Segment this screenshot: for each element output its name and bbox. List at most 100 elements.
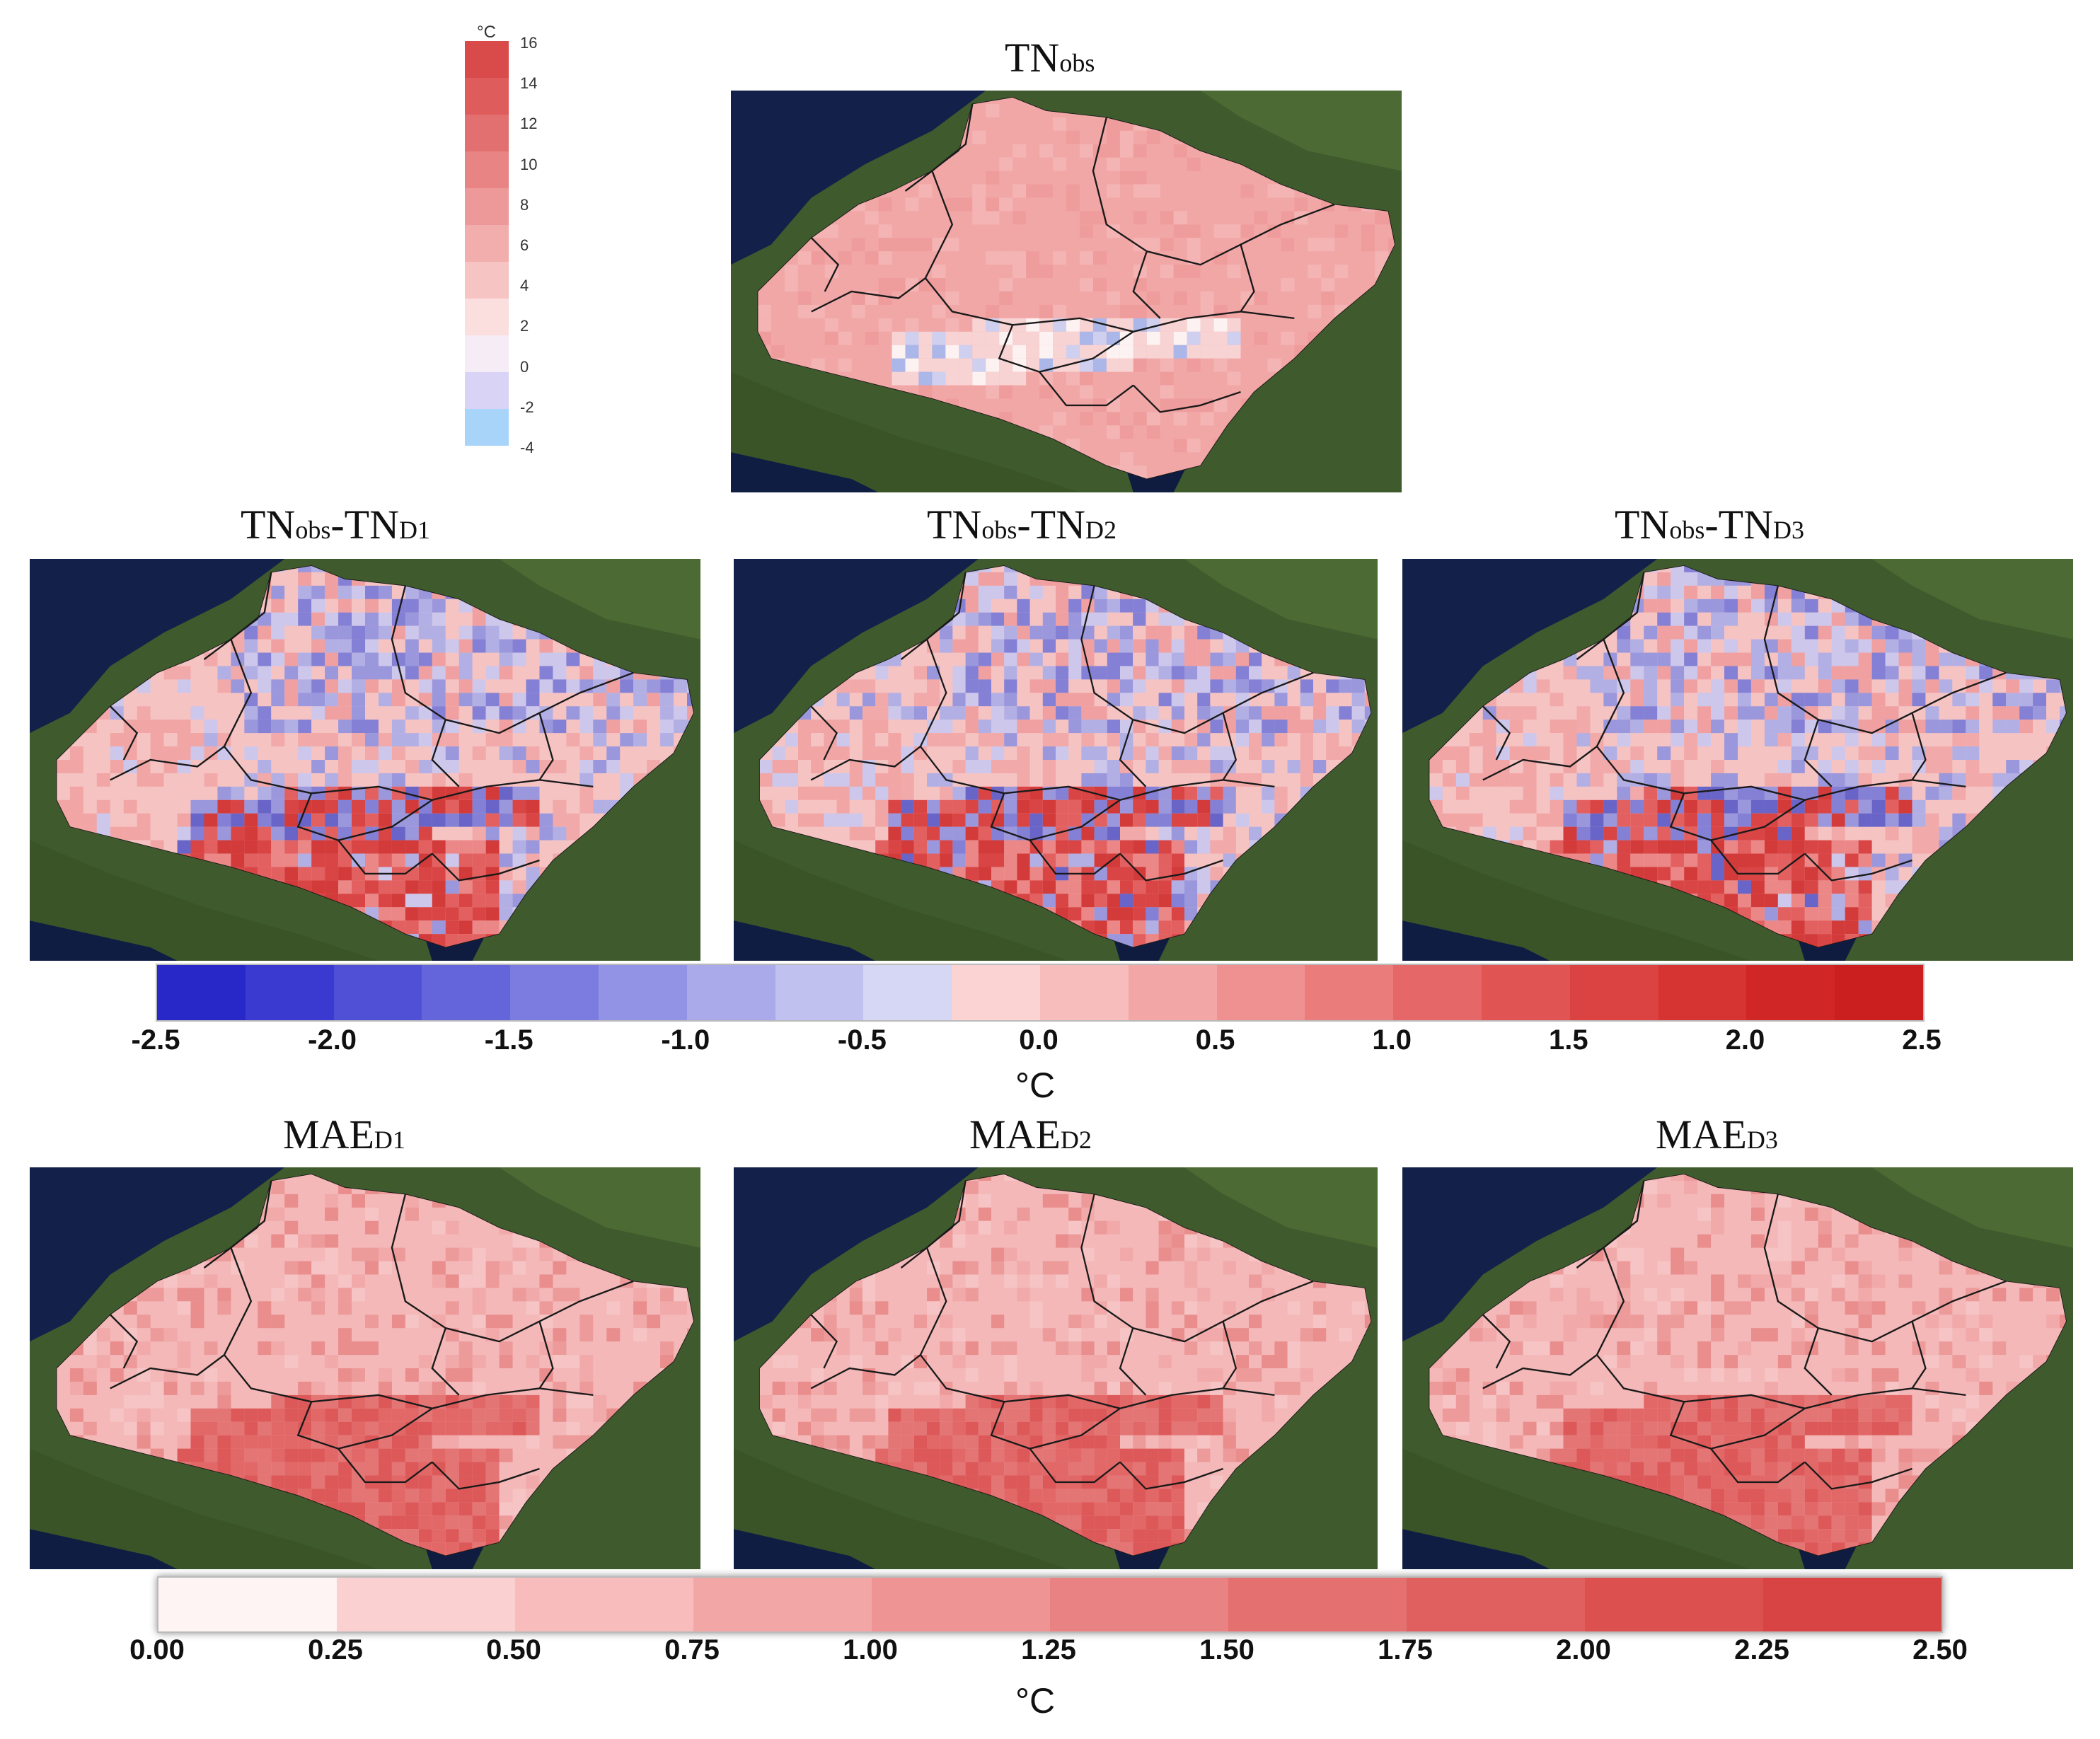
mae-colorbar-cell [1763,1578,1942,1631]
mae-colorbar [157,1576,1943,1633]
obs-colorbar-tick-label: 6 [520,236,529,254]
bias-colorbar-cell [245,965,334,1020]
land-northeast [1184,559,1378,640]
mae-colorbar-tick-label: 0.25 [308,1634,363,1665]
obs-colorbar-tick-label: 16 [520,34,538,52]
obs-colorbar-cell [465,225,509,262]
country-border [900,572,967,660]
bias-colorbar-tick-label: -0.5 [837,1024,887,1056]
bias-colorbar [156,964,1925,1022]
country-border [1119,719,1147,787]
obs-colorbar-cell [465,335,509,372]
title-mae-d3: MAED3 [1656,1111,1778,1157]
mae-colorbar-cell [1050,1578,1228,1631]
bias-colorbar-cell [1305,965,1394,1020]
country-border [1039,371,1134,407]
obs-colorbar-tick-label: 12 [520,115,538,133]
country-border [1804,1327,1833,1396]
country-border [391,585,634,734]
bias-colorbar-cell [1746,965,1835,1020]
bias-colorbar-cell [775,965,864,1020]
mediterranean-sea [734,1529,876,1569]
country-border [538,1321,594,1397]
mae-colorbar-cell [337,1578,515,1631]
country-border [1132,384,1241,413]
country-border [1029,839,1121,875]
land-northeast [499,559,700,640]
mediterranean-sea [1402,920,1550,961]
obs-colorbar-tick-label: 8 [520,195,529,214]
bias-colorbar-tick-label: 1.5 [1548,1024,1588,1056]
obs-colorbar-cell [465,151,509,188]
country-border [1221,712,1275,788]
map-mae-d3 [1402,1167,2073,1569]
bias-colorbar-tick-label: 0.0 [1019,1024,1058,1056]
country-border [1080,1194,1314,1343]
mediterranean-sea [1402,1529,1550,1569]
mae-colorbar-cell [1585,1578,1763,1631]
country-border [109,705,139,761]
country-border [990,792,1121,841]
land-south [1402,1448,1751,1569]
land-south [731,371,1080,492]
mae-colorbar-cell [515,1578,693,1631]
country-border [203,1180,272,1269]
bias-colorbar-cell [1658,965,1747,1020]
mediterranean-sea [734,920,876,961]
country-border [296,1401,433,1450]
country-border [1804,719,1833,787]
country-border [810,237,840,292]
country-border [1910,1321,1966,1397]
obs-colorbar-tick-label: -4 [520,439,534,456]
bias-colorbar-unit: °C [1015,1065,1056,1105]
map-bias-d3 [1402,559,2073,961]
country-border [1804,853,1912,882]
country-border [1596,1354,1912,1410]
bias-colorbar-cell [1569,965,1658,1020]
country-border [998,324,1134,373]
mae-colorbar-cell [1407,1578,1585,1631]
mae-colorbar-tick-label: 0.50 [486,1634,541,1665]
country-border [203,572,272,660]
bias-colorbar-cell [1216,965,1305,1020]
land-northeast [499,1167,700,1248]
country-border [924,277,1241,333]
title-bias-d1: TNobs-TND1 [241,502,430,548]
obs-colorbar-tick-label: 10 [520,155,538,173]
country-border [810,639,947,781]
mae-colorbar-cell [693,1578,872,1631]
map-mae-d1 [30,1167,700,1569]
bias-colorbar-cell [1128,965,1217,1020]
country-border [1482,639,1625,781]
obs-colorbar-cell [465,78,509,115]
country-border [1482,705,1511,761]
title-mae-d1: MAED1 [283,1111,405,1157]
country-border [1576,1180,1645,1269]
mediterranean-sea [731,452,879,492]
country-border [1710,839,1806,875]
obs-colorbar-tick-label: -2 [520,398,534,416]
mae-colorbar-tick-label: 0.00 [129,1634,185,1665]
mediterranean-sea [30,1529,178,1569]
bias-colorbar-tick-label: -2.0 [308,1024,357,1056]
obs-colorbar-tick-label: 2 [520,317,529,335]
title-bias-d3: TNobs-TND3 [1615,502,1804,548]
country-border [109,1314,139,1369]
country-border [1221,1321,1275,1397]
country-border [1910,712,1966,788]
bias-colorbar-cell [1481,965,1570,1020]
country-border [1482,1247,1625,1390]
country-border [1576,572,1645,660]
country-border [990,1401,1121,1450]
obs-colorbar-cell [465,41,509,78]
country-border [810,705,838,761]
land-south [30,840,379,961]
mae-colorbar-tick-label: 1.00 [843,1634,898,1665]
country-border [920,1354,1223,1410]
bias-colorbar-cell [157,965,246,1020]
country-border [1710,1448,1806,1484]
obs-colorbar-cell [465,188,509,225]
land-northeast [1871,559,2073,640]
bias-colorbar-cell [333,965,422,1020]
mae-colorbar-cell [1228,1578,1407,1631]
